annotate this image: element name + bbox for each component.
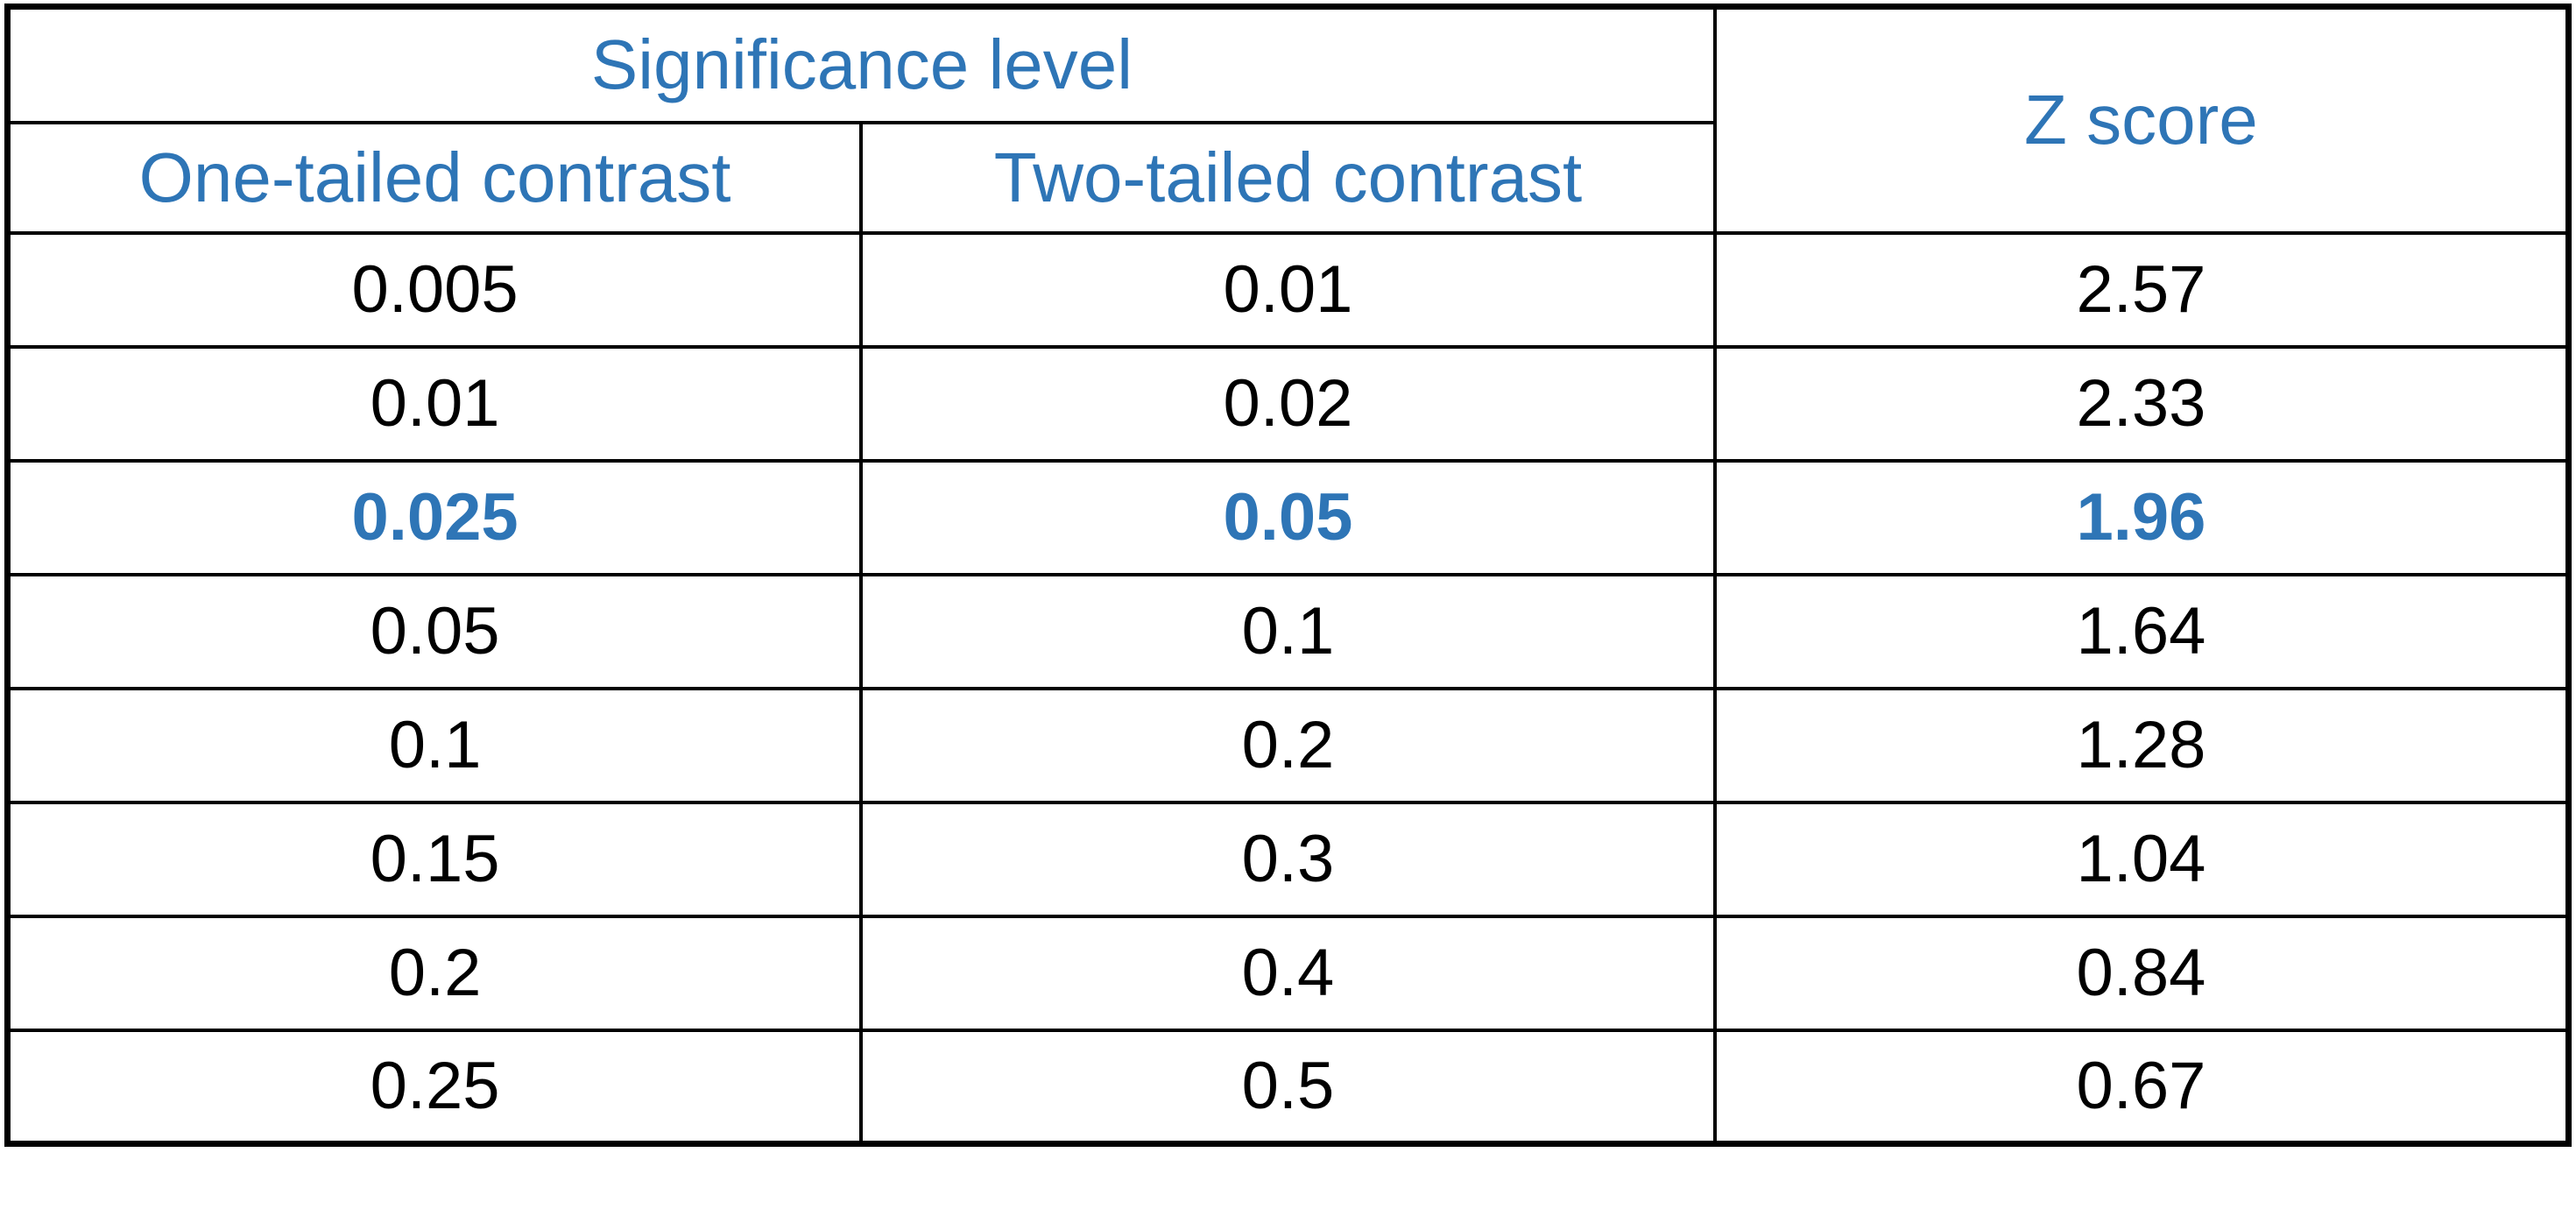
header-sub-row: One-tailed contrast Two-tailed contrast <box>5 120 2569 235</box>
table-header: Significance level Z score One-tailed co… <box>5 4 2571 235</box>
significance-level-header: Significance level <box>5 4 1717 124</box>
table-row: 0.025 0.05 1.96 <box>5 458 2571 576</box>
z-score-cell: 0.84 <box>1712 914 2571 1032</box>
table-row: 0.1 0.2 1.28 <box>5 686 2571 804</box>
z-score-cell: 1.28 <box>1712 686 2571 804</box>
z-score-cell: 0.67 <box>1712 1028 2571 1146</box>
z-score-cell: 1.96 <box>1712 458 2571 576</box>
one-tailed-cell: 0.1 <box>5 686 864 804</box>
z-score-cell: 2.57 <box>1712 230 2571 349</box>
table-row: 0.005 0.01 2.57 <box>5 230 2571 349</box>
z-score-cell: 2.33 <box>1712 344 2571 463</box>
z-score-table: Significance level Z score One-tailed co… <box>4 4 2572 1147</box>
one-tailed-cell: 0.025 <box>5 458 864 576</box>
one-tailed-header: One-tailed contrast <box>5 120 864 235</box>
one-tailed-cell: 0.01 <box>5 344 864 463</box>
table-row: 0.15 0.3 1.04 <box>5 800 2571 918</box>
one-tailed-cell: 0.2 <box>5 914 864 1032</box>
one-tailed-cell: 0.25 <box>5 1028 864 1146</box>
two-tailed-cell: 0.05 <box>859 458 1717 576</box>
table-row: 0.01 0.02 2.33 <box>5 344 2571 463</box>
table-row: 0.25 0.5 0.67 <box>5 1028 2571 1146</box>
two-tailed-cell: 0.4 <box>859 914 1717 1032</box>
table-row: 0.2 0.4 0.84 <box>5 914 2571 1032</box>
two-tailed-cell: 0.5 <box>859 1028 1717 1146</box>
one-tailed-cell: 0.15 <box>5 800 864 918</box>
table-body: 0.005 0.01 2.57 0.01 0.02 2.33 0.025 0.0… <box>5 230 2571 1146</box>
two-tailed-header: Two-tailed contrast <box>859 120 1717 235</box>
z-score-cell: 1.04 <box>1712 800 2571 918</box>
one-tailed-cell: 0.05 <box>5 572 864 690</box>
two-tailed-cell: 0.02 <box>859 344 1717 463</box>
two-tailed-cell: 0.01 <box>859 230 1717 349</box>
table-row: 0.05 0.1 1.64 <box>5 572 2571 690</box>
z-score-cell: 1.64 <box>1712 572 2571 690</box>
header-group-row: Significance level Z score <box>5 4 2571 235</box>
two-tailed-cell: 0.3 <box>859 800 1717 918</box>
z-score-header: Z score <box>1712 4 2571 235</box>
two-tailed-cell: 0.1 <box>859 572 1717 690</box>
two-tailed-cell: 0.2 <box>859 686 1717 804</box>
one-tailed-cell: 0.005 <box>5 230 864 349</box>
